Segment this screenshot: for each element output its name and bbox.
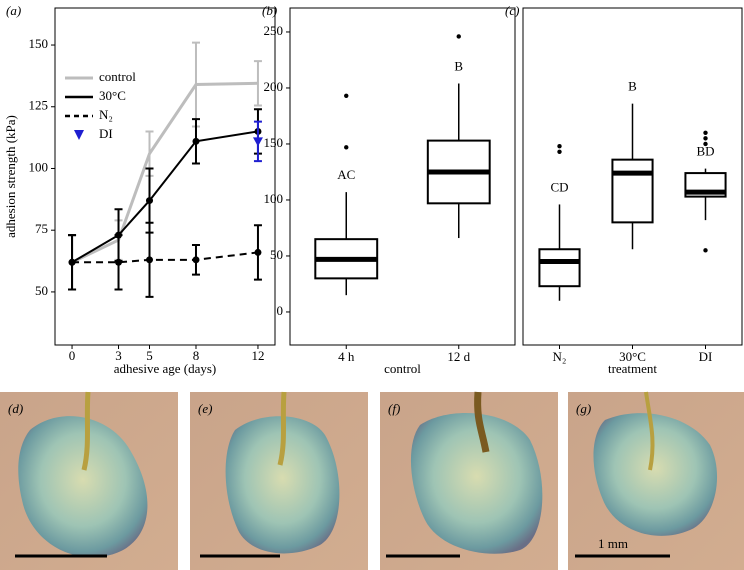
legend-label: N₂: [99, 107, 113, 122]
photo: (d): [0, 391, 178, 570]
point: [146, 256, 154, 264]
outlier: [557, 144, 562, 149]
y-tick-label: 125: [29, 98, 49, 113]
point: [192, 256, 200, 264]
point: [68, 258, 76, 266]
photo: 1 mm (g): [568, 391, 744, 570]
point: [254, 248, 262, 256]
outlier: [703, 141, 708, 147]
y-tick-label: 0: [277, 303, 284, 318]
legend-label: DI: [99, 126, 113, 141]
x-tick-label: N₂: [553, 349, 567, 364]
x-axis-label: adhesive age (days): [114, 361, 217, 376]
x-tick-label: 3: [115, 348, 122, 363]
panel-label: (b): [262, 3, 277, 18]
x-axis-label: treatment: [608, 361, 657, 376]
point: [146, 197, 154, 205]
x-tick-label: 12 d: [447, 349, 470, 364]
photo-row: (d) (e) (f) 1 mm (g): [0, 391, 744, 570]
x-tick-label: 30°C: [619, 349, 646, 364]
photo-label: (g): [576, 401, 591, 416]
outlier: [456, 34, 461, 39]
x-tick-label: 0: [69, 348, 76, 363]
x-tick-label: 12: [251, 348, 264, 363]
y-tick-label: 50: [270, 247, 283, 262]
x-tick-label: 8: [193, 348, 200, 363]
outlier: [703, 248, 708, 253]
y-tick-label: 75: [35, 221, 48, 236]
photo: (f): [380, 391, 558, 570]
group-letter: CD: [550, 179, 568, 194]
point: [252, 137, 263, 147]
outlier: [703, 136, 708, 141]
legend-label: control: [99, 69, 136, 84]
point: [192, 137, 200, 145]
x-tick-label: DI: [699, 349, 713, 364]
point: [115, 258, 123, 266]
photo-label: (e): [198, 401, 212, 416]
scale-label: 1 mm: [598, 536, 628, 551]
y-tick-label: 200: [264, 79, 284, 94]
plot-frame: [289, 7, 516, 346]
box: [611, 158, 654, 224]
plot-frame: [54, 7, 276, 346]
y-tick-label: 250: [264, 23, 284, 38]
outlier: [557, 149, 562, 155]
y-tick-label: 50: [35, 283, 48, 298]
legend-label: 30°C: [99, 88, 126, 103]
series-line: [71, 130, 259, 264]
legend-swatch: [74, 130, 84, 140]
panel-label: (a): [6, 3, 21, 18]
outlier: [344, 145, 349, 150]
photo: (e): [190, 391, 368, 570]
x-tick-label: 5: [146, 348, 153, 363]
box: [538, 248, 581, 288]
error-bar: [253, 60, 262, 107]
group-letter: B: [454, 58, 463, 73]
photo-label: (d): [8, 401, 23, 416]
y-tick-label: 100: [264, 191, 284, 206]
group-letter: B: [628, 79, 637, 94]
y-tick-label: 150: [264, 135, 284, 150]
group-letter: BD: [696, 144, 714, 159]
panel-label: (c): [505, 3, 519, 18]
y-tick-label: 100: [29, 159, 49, 174]
series-line: [72, 251, 259, 264]
group-letter: AC: [337, 167, 355, 182]
y-axis-label: adhesion strength (kPa): [3, 115, 18, 238]
x-tick-label: 4 h: [338, 349, 355, 364]
y-tick-label: 150: [29, 36, 49, 51]
outlier: [703, 130, 708, 135]
outlier: [344, 93, 349, 99]
x-axis-label: control: [384, 361, 421, 376]
photo-label: (f): [388, 401, 400, 416]
